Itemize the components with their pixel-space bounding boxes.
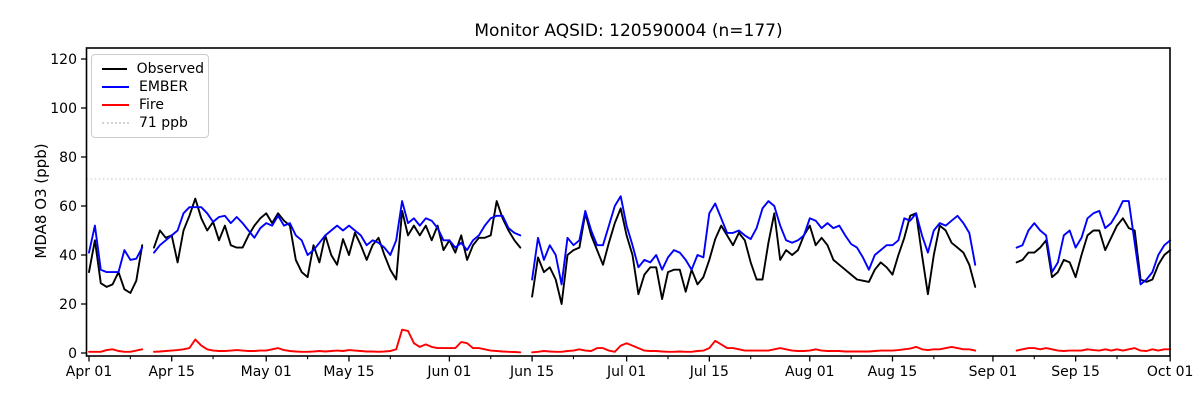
x-tick-label: Apr 01: [66, 364, 112, 380]
fire-line-swatch-icon: [102, 104, 129, 106]
legend-item-threshold: 71 ppb: [102, 116, 204, 130]
legend-item-ember: EMBER: [102, 80, 204, 94]
x-tick-label: Aug 15: [868, 364, 918, 380]
chart-title: Monitor AQSID: 120590004 (n=177): [474, 21, 783, 41]
legend-label: EMBER: [139, 79, 189, 95]
y-axis-title: MDA8 O3 (ppb): [32, 143, 50, 259]
x-tick-label: Sep 01: [969, 364, 1018, 380]
x-tick-label: Jun 01: [426, 364, 471, 380]
ember-line-swatch-icon: [102, 86, 129, 88]
x-tick-label: Aug 01: [785, 364, 835, 380]
series-line-ember: [88, 195, 1172, 286]
y-tick-label: 40: [59, 248, 77, 264]
legend-item-fire: Fire: [102, 98, 204, 112]
legend-label: Observed: [136, 61, 204, 77]
legend-item-observed: Observed: [102, 62, 204, 76]
x-tick-label: Apr 15: [148, 364, 194, 380]
y-tick-label: 100: [50, 101, 77, 117]
axes-frame: [85, 47, 1171, 357]
series-line-fire: [88, 328, 1172, 354]
x-tick-label: Jul 01: [606, 364, 646, 380]
x-tick-label: Jun 15: [509, 364, 554, 380]
legend-label: Fire: [139, 97, 164, 113]
y-tick-label: 20: [59, 297, 77, 313]
threshold-line-swatch-icon: [102, 122, 129, 124]
y-tick-label: 60: [59, 199, 77, 215]
x-tick-label: Oct 01: [1147, 364, 1193, 380]
y-tick-label: 0: [68, 346, 77, 362]
y-tick-label: 120: [50, 52, 77, 68]
x-tick-label: May 01: [241, 364, 292, 380]
series-line-observed: [88, 197, 1172, 305]
y-tick-label: 80: [59, 150, 77, 166]
x-tick-label: Jul 15: [689, 364, 729, 380]
observed-line-swatch-icon: [102, 68, 127, 70]
legend: Observed EMBER Fire 71 ppb: [91, 54, 209, 138]
x-tick-label: Sep 15: [1051, 364, 1100, 380]
x-tick-label: May 15: [323, 364, 374, 380]
legend-label: 71 ppb: [139, 115, 188, 131]
